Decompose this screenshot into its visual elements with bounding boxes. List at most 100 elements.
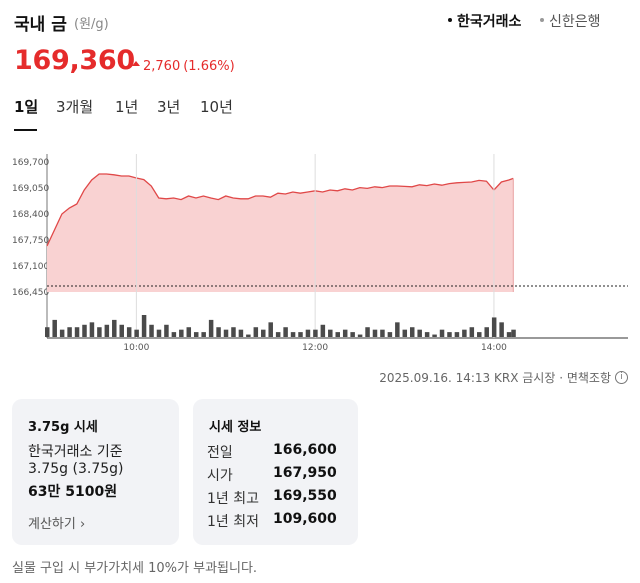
- volume-bar: [119, 324, 124, 337]
- volume-bar: [491, 317, 497, 337]
- volume-bar: [126, 327, 132, 337]
- volume-bar: [268, 322, 273, 337]
- volume-bar: [112, 319, 117, 337]
- volume-bar: [298, 332, 303, 337]
- volume-bar: [67, 327, 72, 337]
- volume-bar: [253, 327, 259, 337]
- price-chart[interactable]: 169,700 169,050 168,400 167,750 167,100 166,4…: [0, 150, 640, 355]
- volume-bar: [402, 329, 408, 337]
- source-label-shinhan: 신한은행: [549, 14, 601, 30]
- up-arrow-icon: [132, 61, 140, 66]
- volume-bar: [432, 334, 437, 337]
- tab-10y[interactable]: 10년: [200, 98, 233, 116]
- volume-bar: [149, 324, 154, 337]
- volume-bar: [283, 327, 288, 337]
- y-tick-label: 167,100: [12, 262, 49, 272]
- volume-bar: [469, 327, 475, 337]
- volume-bar: [223, 329, 229, 337]
- x-tick-label: 14:00: [481, 343, 507, 353]
- volume-bar: [328, 329, 333, 337]
- volume-bar: [462, 329, 467, 337]
- header: 국내 금 (원/g) 한국거래소 신한은행: [14, 10, 626, 35]
- volume-bar: [499, 322, 504, 337]
- volume-bar: [424, 332, 430, 337]
- volume-bar: [305, 329, 311, 337]
- volume-bar: [231, 327, 236, 337]
- info-label: 1년 최저: [207, 514, 259, 530]
- info-row-prev-close: 전일 166,600: [207, 442, 347, 462]
- volume-bar: [506, 332, 512, 337]
- info-value: 169,550: [273, 488, 337, 504]
- calculate-label: 계산하기: [28, 517, 76, 532]
- price-change: 2,760 (1.66%): [132, 59, 235, 74]
- tab-1y[interactable]: 1년: [115, 98, 139, 116]
- volume-bar: [387, 332, 393, 337]
- y-tick-label: 166,450: [12, 288, 49, 298]
- volume-bar: [141, 315, 147, 337]
- volume-bar: [477, 332, 482, 337]
- x-tick-label: 10:00: [123, 343, 149, 353]
- card-price-info-title: 시세 정보: [209, 420, 262, 435]
- active-tab-indicator: [14, 129, 37, 131]
- volume-bar: [238, 329, 244, 337]
- price-area: [47, 174, 514, 292]
- info-icon[interactable]: i: [615, 371, 628, 384]
- timestamp-text: 2025.09.16. 14:13 KRX 금시장: [379, 371, 556, 385]
- info-value: 109,600: [273, 511, 337, 527]
- source-option-krx[interactable]: 한국거래소: [448, 11, 521, 31]
- volume-bar: [290, 332, 296, 337]
- card-375g-value: 63만 5100원: [28, 484, 118, 500]
- volume-bar: [380, 329, 385, 337]
- volume-bar: [447, 332, 452, 337]
- volume-bar: [52, 319, 57, 337]
- volume-bar: [409, 327, 415, 337]
- volume-bar: [417, 329, 422, 337]
- volume-bar: [216, 327, 221, 337]
- volume-bar: [357, 334, 363, 337]
- info-label: 전일: [207, 445, 233, 461]
- volume-bar: [208, 319, 214, 337]
- info-row-1y-high: 1년 최고 169,550: [207, 488, 347, 508]
- timestamp: 2025.09.16. 14:13 KRX 금시장 · 면책조항 i: [379, 369, 628, 386]
- page-title: 국내 금: [14, 15, 67, 35]
- info-value: 167,950: [273, 465, 337, 481]
- volume-bar: [275, 332, 281, 337]
- current-price: 169,360: [14, 45, 135, 76]
- chevron-right-icon: ›: [79, 517, 86, 532]
- volume-bar: [186, 327, 192, 337]
- y-tick-label: 167,750: [12, 236, 49, 246]
- price-line: [46, 173, 514, 247]
- volume-bar: [164, 324, 169, 337]
- selected-dot-icon: [448, 18, 452, 22]
- card-price-info: 시세 정보 전일 166,600 시가 167,950 1년 최고 169,55…: [193, 399, 358, 545]
- change-amount: 2,760: [143, 59, 181, 74]
- volume-bar: [511, 329, 516, 337]
- info-value: 166,600: [273, 442, 337, 458]
- card-375g-weight: 3.75g (3.75g): [28, 461, 124, 477]
- volume-bar: [97, 327, 102, 337]
- tab-3m[interactable]: 3개월: [56, 98, 94, 116]
- x-tick-label: 12:00: [302, 343, 328, 353]
- volume-bar: [193, 332, 199, 337]
- vat-footnote: 실물 구입 시 부가가치세 10%가 부과됩니다.: [12, 561, 258, 576]
- volume-bar: [45, 327, 50, 337]
- volume-bar: [104, 324, 110, 337]
- volume-bar: [365, 327, 370, 337]
- dot-icon: [540, 18, 544, 22]
- volume-bar: [395, 322, 400, 337]
- card-375g-title: 3.75g 시세: [28, 420, 98, 435]
- calculate-link[interactable]: 계산하기 ›: [28, 513, 85, 532]
- tab-3y[interactable]: 3년: [157, 98, 181, 116]
- period-tabs: 1일 3개월 1년 3년 10년: [14, 96, 264, 132]
- volume-bar: [59, 329, 65, 337]
- volume-bar: [74, 327, 80, 337]
- info-label: 시가: [207, 468, 233, 484]
- volume-bar: [89, 322, 95, 337]
- card-375g-price: 3.75g 시세 한국거래소 기준 3.75g (3.75g) 63만 5100…: [12, 399, 179, 545]
- source-option-shinhan[interactable]: 신한은행: [540, 11, 601, 31]
- tab-1d[interactable]: 1일: [14, 98, 39, 116]
- volume-bar: [171, 332, 177, 337]
- y-tick-label: 168,400: [12, 210, 49, 220]
- source-label-krx: 한국거래소: [457, 14, 522, 30]
- disclaimer-link[interactable]: 면책조항: [566, 371, 611, 385]
